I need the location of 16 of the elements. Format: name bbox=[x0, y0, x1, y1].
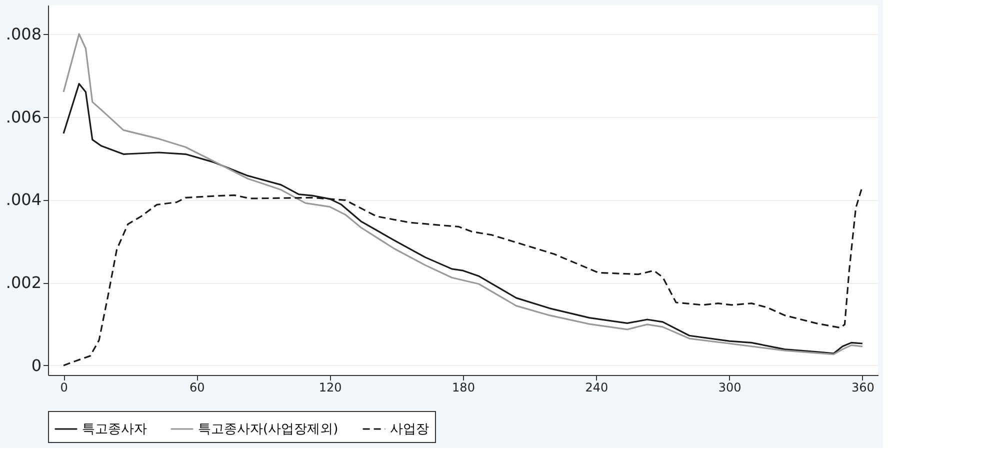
x-tick-label: 360 bbox=[852, 380, 874, 394]
y-tick-label: .002 bbox=[6, 273, 42, 292]
line-series bbox=[62, 33, 864, 356]
y-tick-label: 0 bbox=[31, 356, 42, 375]
x-tick-label: 120 bbox=[318, 380, 342, 394]
x-tick-label: 0 bbox=[60, 380, 68, 394]
x-tick-label: 300 bbox=[718, 380, 742, 394]
y-tick-label: .006 bbox=[6, 107, 42, 126]
x-tick-label: 180 bbox=[452, 380, 475, 394]
x-tick-label: 60 bbox=[190, 380, 205, 394]
legend-label: 특고종사자(사업장제외) bbox=[198, 422, 338, 437]
y-tick-label: .008 bbox=[6, 24, 42, 44]
legend-label: 사업장 bbox=[390, 422, 429, 437]
legend-label: 특고종사자 bbox=[82, 422, 147, 437]
x-tick-label: 240 bbox=[585, 380, 608, 394]
y-tick-label: .004 bbox=[6, 190, 42, 210]
